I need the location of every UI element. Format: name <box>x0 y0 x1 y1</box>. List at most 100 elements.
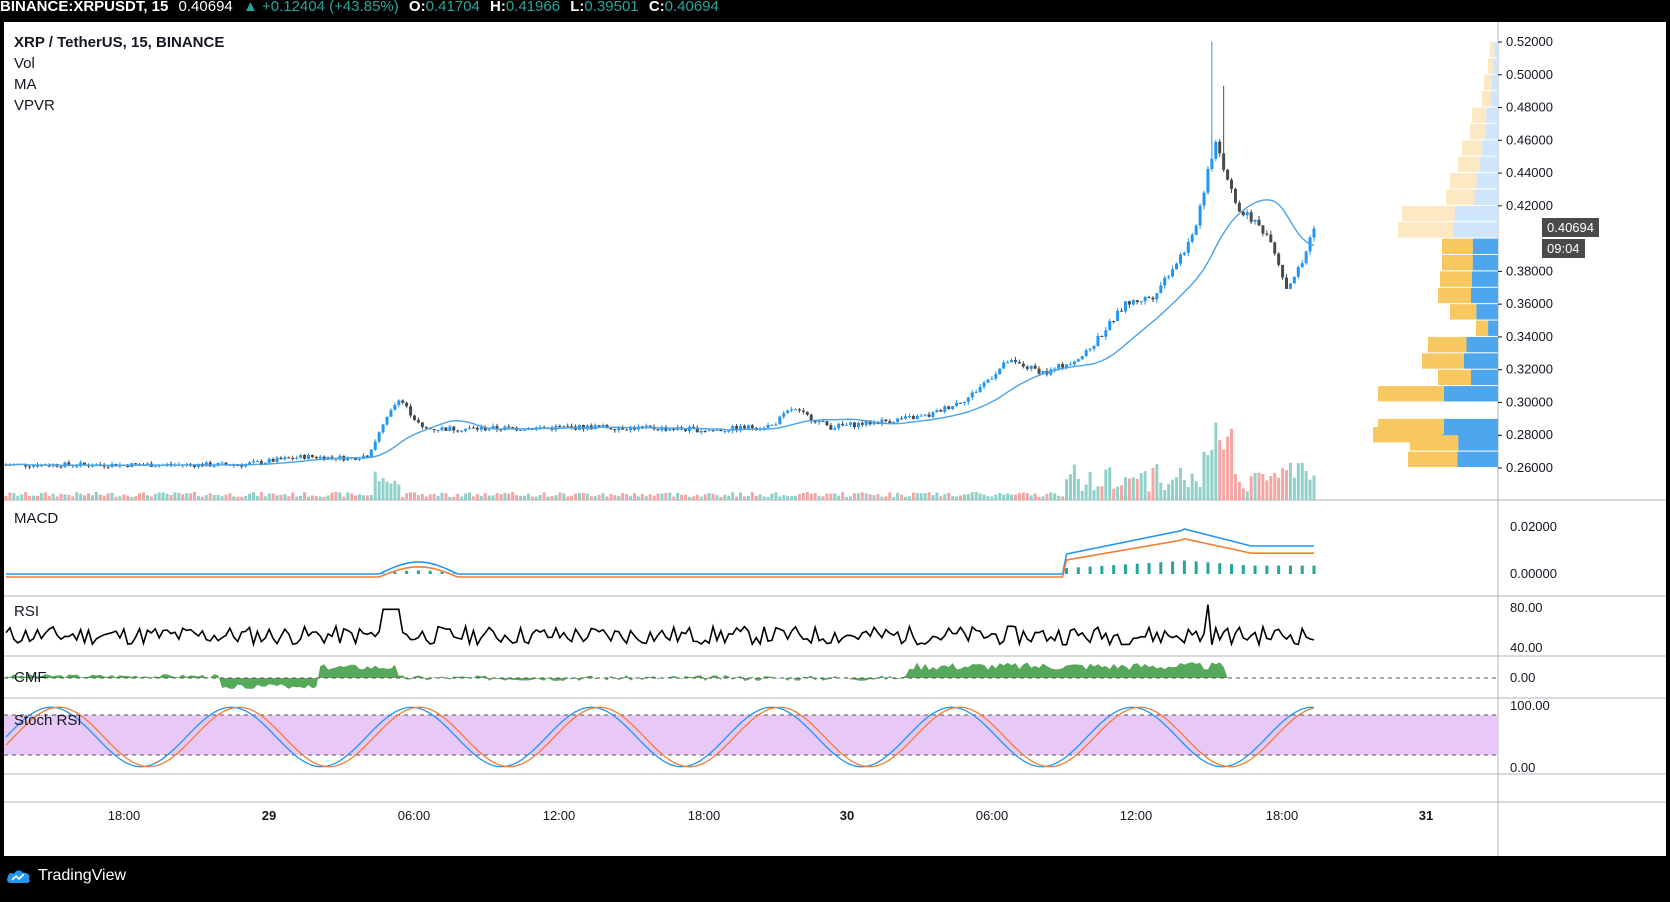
volume-bar <box>880 496 884 500</box>
volume-bar <box>487 495 491 500</box>
candle-body <box>994 374 998 379</box>
rsi-label[interactable]: RSI <box>14 603 40 620</box>
volume-bar <box>538 494 542 500</box>
volume-bar <box>766 496 770 500</box>
legend-vol[interactable]: Vol <box>14 55 35 72</box>
volume-bar <box>758 494 762 500</box>
volume-bar <box>703 494 707 500</box>
volume-bar <box>1214 422 1218 500</box>
candle-body <box>1214 141 1218 159</box>
volume-bar <box>1013 494 1017 500</box>
stoch-rsi-label[interactable]: Stoch RSI <box>14 712 82 729</box>
candle-body <box>1198 205 1202 226</box>
candle-body <box>1210 158 1214 169</box>
volume-bar <box>165 493 169 500</box>
candle-body <box>90 465 94 467</box>
low-label: L:0.39501 <box>570 0 639 15</box>
chart-area[interactable]: 0.52000 0.50000 0.48000 0.46000 0.44000 0.420… <box>4 22 1666 856</box>
volume-bar <box>750 492 754 500</box>
volume-bar <box>829 493 833 500</box>
candle-body <box>943 406 947 412</box>
volume-bar <box>303 492 307 500</box>
volume-bar <box>189 493 193 500</box>
volume-bar <box>1245 491 1249 500</box>
volume-bar <box>389 483 393 500</box>
volume-bar <box>809 493 813 500</box>
candle-body <box>794 409 798 411</box>
volume-bar <box>110 492 114 500</box>
open-label: O:0.41704 <box>408 0 480 15</box>
volume-bar <box>1017 493 1021 500</box>
candle-body <box>248 462 252 465</box>
candle-body <box>1072 361 1076 365</box>
candle-body <box>1249 212 1253 222</box>
candle-body <box>1037 368 1041 374</box>
candle-body <box>825 421 829 426</box>
candle-body <box>464 428 468 431</box>
volume-bar <box>1300 462 1304 500</box>
volume-bar <box>475 494 479 500</box>
candle-body <box>986 379 990 383</box>
volume-bar <box>762 496 766 500</box>
candle-body <box>829 425 833 430</box>
candle-body <box>1139 301 1143 303</box>
volume-bar <box>845 496 849 500</box>
candle-body <box>903 416 907 419</box>
volume-bar <box>648 494 652 500</box>
volume-bar <box>334 492 338 500</box>
legend-ma[interactable]: MA <box>14 76 37 93</box>
candle-body <box>346 457 350 461</box>
volume-bar <box>1249 476 1253 500</box>
vpvr-up-bar <box>1463 353 1498 369</box>
candle-body <box>601 424 605 427</box>
candle-body <box>837 423 841 429</box>
legend-title[interactable]: XRP / TetherUS, 15, BINANCE <box>14 34 225 51</box>
macd-label[interactable]: MACD <box>14 510 59 527</box>
volume-bar <box>1108 467 1112 500</box>
candle-body <box>699 430 703 433</box>
candle-body <box>907 415 911 417</box>
volume-bar <box>860 492 864 500</box>
candle-body <box>448 426 452 431</box>
candle-body <box>621 428 625 430</box>
candle-body <box>896 418 900 422</box>
candle-body <box>1127 301 1131 305</box>
chart-canvas[interactable]: 0.52000 0.50000 0.48000 0.46000 0.44000 0.420… <box>4 22 1666 856</box>
vpvr-up-bar <box>1444 418 1498 435</box>
volume-bar <box>212 495 216 500</box>
volume-bar <box>625 494 629 500</box>
cmf-label[interactable]: CMF <box>14 669 47 686</box>
volume-bar <box>958 495 962 500</box>
candle-body <box>1112 320 1116 322</box>
volume-bar <box>1029 495 1033 500</box>
candle-body <box>742 425 746 429</box>
candle-body <box>1135 300 1139 303</box>
volume-bar <box>613 495 617 500</box>
candle-body <box>766 425 770 428</box>
tradingview-logo[interactable]: TradingView <box>6 867 126 885</box>
candle-body <box>1080 355 1084 360</box>
candle-body <box>318 456 322 459</box>
candle-body <box>609 428 613 430</box>
price-tick-label: 0.42000 <box>1506 198 1553 213</box>
candle-body <box>519 430 523 432</box>
volume-bar <box>888 492 892 500</box>
candle-body <box>1065 364 1069 368</box>
volume-bar <box>617 495 621 500</box>
volume-bar <box>338 492 342 500</box>
candle-body <box>1245 212 1249 216</box>
candle-body <box>817 420 821 423</box>
price-tick-label: 0.44000 <box>1506 165 1553 180</box>
candle-body <box>664 427 668 431</box>
legend-vpvr[interactable]: VPVR <box>14 97 55 114</box>
vpvr-down-bar <box>1458 156 1480 173</box>
candle-body <box>703 430 707 432</box>
candle-body <box>691 426 695 428</box>
candle-body <box>232 464 236 466</box>
vpvr-down-bar <box>1438 287 1471 304</box>
volume-bar <box>723 494 727 500</box>
time-tick-label: 31 <box>1419 808 1433 823</box>
volume-bar <box>1147 491 1151 500</box>
candle-body <box>562 426 566 428</box>
macd-histogram-bar <box>1065 568 1069 574</box>
